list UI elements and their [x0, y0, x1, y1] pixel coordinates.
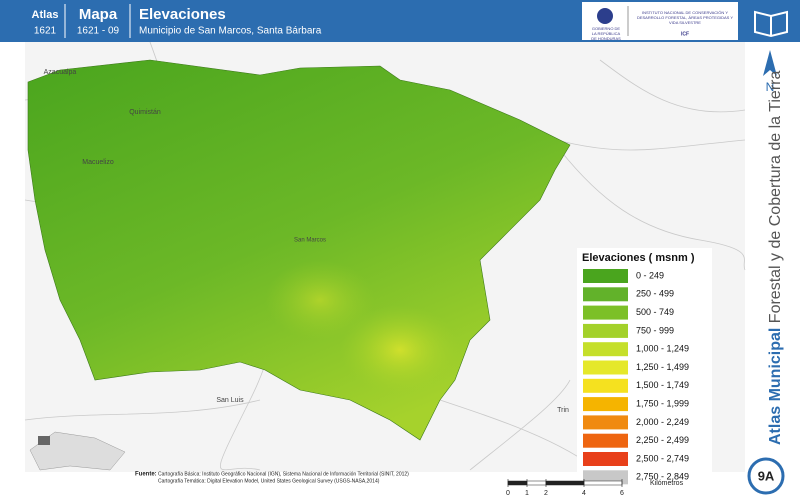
atlas-label: Atlas: [32, 9, 59, 21]
highland: [340, 305, 460, 395]
scale-segment: [507, 480, 528, 486]
sidebar-title-rest: Forestal y de Cobertura de la Tierra: [767, 71, 784, 324]
legend-label: 1,000 - 1,249: [636, 344, 689, 354]
legend-label: 750 - 999: [636, 325, 674, 335]
legend-swatch: [583, 323, 628, 338]
logo-institute: INSTITUTO NACIONAL DE CONSERVACIÓN Y DES…: [636, 10, 734, 25]
scale-label: 1: [525, 490, 529, 497]
scale-label: 6: [620, 490, 624, 497]
map-title: Elevaciones: [139, 6, 226, 23]
atlas-code: 1621: [34, 26, 57, 37]
source-line: Cartografía Temática: Digital Elevation …: [158, 478, 380, 484]
locator-highlight: [38, 436, 50, 445]
place-label: Quimistán: [129, 109, 161, 116]
sheet-badge: [747, 457, 785, 495]
legend-label: 2,500 - 2,749: [636, 453, 689, 463]
legend-label: 1,250 - 1,499: [636, 362, 689, 372]
scale-segment: [583, 480, 623, 486]
legend-label: 2,250 - 2,499: [636, 435, 689, 445]
legend-swatch: [583, 452, 628, 466]
map-label: Mapa: [79, 6, 118, 23]
logo-acronym: ICF: [681, 31, 689, 37]
scale-unit: Kilómetros: [650, 480, 684, 487]
legend-swatch: [583, 342, 628, 357]
legend-swatch: [583, 397, 628, 412]
legend-swatch: [583, 360, 628, 375]
place-label: Azacualpa: [44, 69, 77, 76]
source-label: Fuente:: [135, 472, 157, 478]
legend-label: 1,500 - 1,749: [636, 380, 689, 390]
locator-map: [29, 431, 126, 471]
legend-swatch: [583, 415, 628, 430]
legend-label: 2,750 - 2,849: [636, 472, 689, 482]
place-label: San Luis: [216, 397, 244, 404]
scale-label: 4: [582, 490, 586, 497]
scale-label: 2: [544, 490, 548, 497]
legend-swatch: [583, 305, 628, 320]
legend-swatch: [583, 433, 628, 448]
legend-swatch: [583, 378, 628, 393]
scale-segment: [526, 480, 547, 486]
legend-swatch: [583, 269, 628, 283]
highland: [265, 260, 375, 340]
legend-swatch: [583, 287, 628, 302]
scale-segment: [545, 480, 585, 486]
sidebar-title-bold: Atlas Municipal: [767, 328, 784, 445]
coat-of-arms: [597, 8, 613, 24]
source-line: Cartografía Básica: Instituto Geográfico…: [158, 471, 409, 477]
sheet-number: 9A: [758, 468, 775, 483]
map-subtitle: Municipio de San Marcos, Santa Bárbara: [139, 26, 322, 37]
book-icon: [754, 10, 788, 38]
place-label: Trin: [557, 407, 569, 414]
legend-label: 500 - 749: [636, 307, 674, 317]
place-label: Macuelizo: [82, 159, 114, 166]
legend-label: 1,750 - 1,999: [636, 398, 689, 408]
legend-label: 0 - 249: [636, 270, 664, 280]
legend-label: 250 - 499: [636, 289, 674, 299]
place-label: San Marcos: [294, 238, 326, 244]
north-arrow: [763, 50, 777, 76]
map-code: 1621 - 09: [77, 26, 120, 37]
sidebar-title: Atlas Municipal Forestal y de Cobertura …: [767, 71, 784, 445]
logo-government: GOBIERNO DE LA REPÚBLICA DE HONDURAS: [591, 26, 621, 41]
north-label: N: [766, 80, 775, 94]
scale-label: 0: [506, 490, 510, 497]
legend-title: Elevaciones ( msnm ): [582, 252, 695, 264]
legend-label: 2,000 - 2,249: [636, 417, 689, 427]
